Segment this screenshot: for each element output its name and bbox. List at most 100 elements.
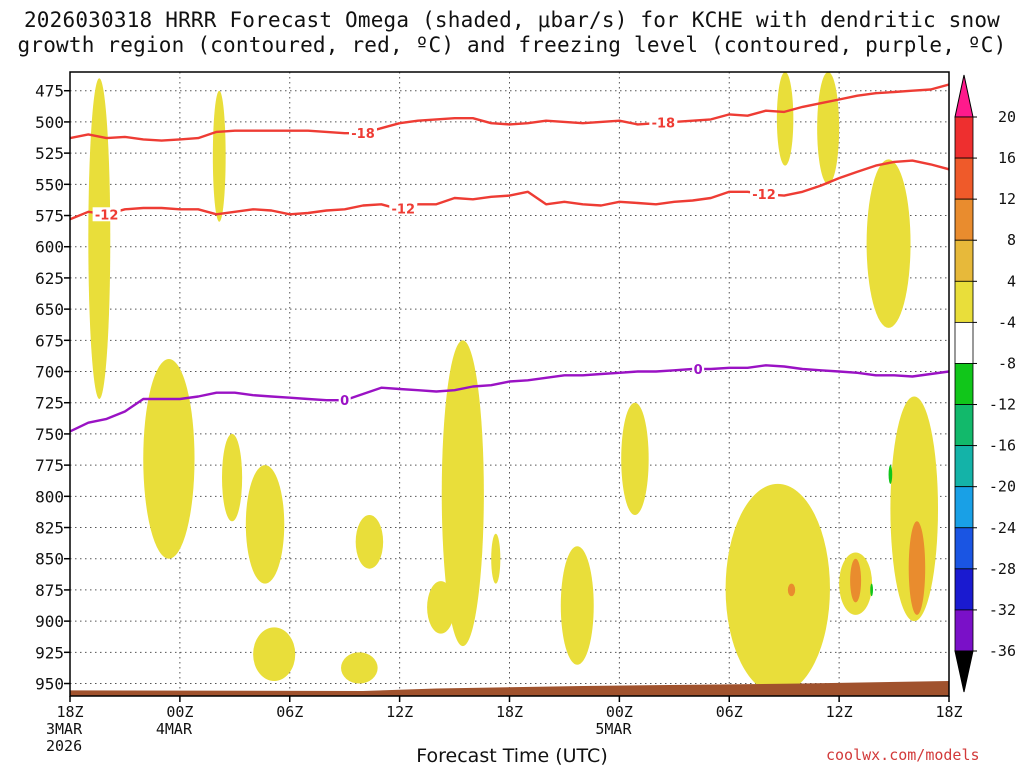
y-tick-label: 550: [35, 175, 64, 194]
x-tick-label: 4MAR: [156, 720, 193, 738]
contour-label: -18: [652, 117, 676, 132]
contour-label-bg: [649, 115, 678, 130]
contour-label-bg: [338, 393, 351, 408]
y-tick-label: 700: [35, 363, 64, 382]
x-tick-label: 2026: [46, 737, 82, 755]
colorbar-label: 12: [998, 190, 1016, 208]
y-axis: 475 500 525 550 575 600 625 650 675 700 725 750 775 8…: [35, 82, 70, 694]
x-tick-label: 12Z: [386, 703, 413, 721]
contour-label: -12: [95, 208, 119, 223]
x-tick-label: 00Z: [166, 703, 193, 721]
colorbar-label: 4: [1007, 272, 1016, 290]
omega-region: [221, 433, 243, 522]
y-tick-label: 925: [35, 643, 64, 662]
y-tick-label: 950: [35, 675, 64, 694]
y-tick-label: 800: [35, 487, 64, 506]
omega-region: [491, 533, 501, 584]
omega-region: [725, 483, 830, 694]
colorbar-label: -28: [989, 560, 1016, 578]
colorbar-label: 8: [1007, 231, 1016, 249]
y-tick-label: 475: [35, 82, 64, 101]
y-tick-label: 875: [35, 581, 64, 600]
contour-line: [70, 83, 949, 142]
colorbar-segment: [954, 157, 974, 200]
omega-region: [908, 521, 926, 615]
contours: [70, 83, 949, 433]
omega-region: [787, 583, 796, 597]
contour-label-bg: [750, 187, 779, 202]
omega-region: [441, 340, 484, 647]
omega-region: [245, 465, 285, 584]
colorbar-segment: [954, 404, 974, 447]
y-tick-label: 900: [35, 612, 64, 631]
x-tick-label: 3MAR: [46, 720, 83, 738]
contour-label: 0: [340, 394, 349, 409]
contour-label: -18: [351, 127, 375, 142]
colorbar-segment: [954, 527, 974, 570]
colorbar-segment: [954, 321, 974, 364]
y-tick-label: 500: [35, 113, 64, 132]
y-tick-label: 575: [35, 207, 64, 226]
colorbar-label: 20: [998, 108, 1016, 126]
omega-region: [341, 652, 378, 684]
x-axis-title: Forecast Time (UTC): [416, 745, 608, 767]
chart-title: 2026030318 HRRR Forecast Omega (shaded, …: [23, 8, 1001, 32]
chart-subtitle: growth region (contoured, red, ºC) and f…: [17, 33, 1007, 57]
x-tick-label: 18Z: [935, 703, 962, 721]
omega-region: [890, 396, 939, 622]
x-tick-label: 06Z: [716, 703, 743, 721]
colorbar-label: -20: [989, 478, 1016, 496]
omega-region: [817, 72, 840, 185]
omega-region: [560, 546, 594, 665]
colorbar-segment: [954, 280, 974, 323]
contour-label: -12: [392, 202, 416, 217]
y-tick-label: 600: [35, 238, 64, 257]
omega-region: [866, 159, 911, 328]
colorbar-segment: [954, 568, 974, 611]
colorbar-bottom-arrow: [954, 650, 974, 693]
colorbar-segment: [954, 363, 974, 405]
colorbar-top-arrow: [954, 74, 974, 118]
contour-label-bg: [92, 207, 121, 222]
omega-region: [888, 465, 893, 484]
y-tick-label: 650: [35, 300, 64, 319]
colorbar-segment: [954, 445, 974, 488]
contour-line: [70, 159, 949, 221]
colorbar-label: -24: [989, 519, 1016, 537]
y-tick-label: 675: [35, 331, 64, 350]
omega-region: [776, 72, 794, 166]
omega-region: [870, 583, 874, 597]
omega-region: [253, 627, 296, 682]
colorbar-label: -8: [998, 354, 1016, 372]
colorbar-segment: [954, 609, 974, 652]
x-tick-label: 12Z: [826, 703, 853, 721]
terrain: [70, 681, 949, 696]
colorbar: 20 16 12 8 4 -4 -8 -12 -16 -20 -24 -28 -32 -36: [954, 74, 1016, 693]
colorbar-label: 16: [998, 149, 1016, 167]
colorbar-label: -16: [989, 437, 1016, 455]
y-tick-label: 725: [35, 394, 64, 413]
x-tick-label: 18Z: [56, 703, 83, 721]
contour-label-bg: [389, 201, 418, 216]
omega-region: [355, 515, 384, 569]
colorbar-label: -36: [989, 642, 1016, 660]
terrain-base: [70, 681, 949, 696]
x-tick-label: 00Z: [606, 703, 633, 721]
contour-label-bg: [349, 126, 377, 141]
colorbar-segment: [954, 239, 974, 282]
y-tick-label: 625: [35, 269, 64, 288]
colorbar-segment: [954, 116, 974, 159]
contour-label: -12: [752, 188, 776, 203]
contour-label: 0: [694, 363, 703, 378]
colorbar-label: -12: [989, 396, 1016, 414]
x-tick-label: 06Z: [276, 703, 303, 721]
omega-region: [143, 359, 195, 559]
omega-shading: [88, 72, 939, 694]
colorbar-segment: [954, 486, 974, 529]
omega-region: [850, 558, 862, 603]
x-tick-label: 18Z: [496, 703, 523, 721]
colorbar-segment: [954, 198, 974, 241]
contour-label-bg: [692, 362, 705, 377]
